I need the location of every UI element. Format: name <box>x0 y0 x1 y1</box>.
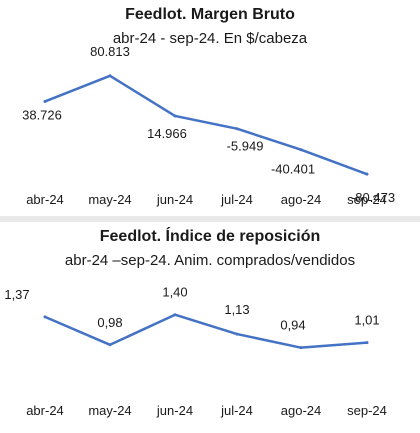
chart-title: Feedlot. Margen Bruto <box>125 6 295 23</box>
data-point <box>365 172 369 176</box>
chart-title: Feedlot. Índice de reposición <box>99 228 321 245</box>
x-tick-label: sep-24 <box>347 192 387 207</box>
data-point <box>365 341 369 345</box>
x-tick-label: abr-24 <box>26 403 64 418</box>
data-point <box>299 148 303 152</box>
data-point <box>43 99 47 103</box>
data-label: 0,94 <box>280 318 305 333</box>
data-point <box>173 114 177 118</box>
chart-margen-bruto: Feedlot. Margen Bruto abr-24 - sep-24. E… <box>0 0 420 216</box>
data-label: -5.949 <box>227 139 264 154</box>
x-tick-label: may-24 <box>88 403 131 418</box>
x-tick-label: sep-24 <box>347 403 387 418</box>
x-tick-label: abr-24 <box>26 192 64 207</box>
chart-subtitle: abr-24 - sep-24. En $/cabeza <box>112 30 308 47</box>
x-tick-label: jun-24 <box>156 192 193 207</box>
data-point <box>108 74 112 78</box>
x-tick-label: ago-24 <box>281 192 321 207</box>
data-label: 38.726 <box>22 107 62 122</box>
data-point <box>299 346 303 350</box>
series-line <box>43 74 369 176</box>
x-tick-label: ago-24 <box>281 403 321 418</box>
data-point <box>173 313 177 317</box>
data-label: -80.473 <box>351 190 395 205</box>
data-label: -40.401 <box>271 162 315 177</box>
x-tick-label: may-24 <box>88 192 131 207</box>
x-tick-label: jun-24 <box>156 403 193 418</box>
data-label: 14.966 <box>147 126 187 141</box>
data-point <box>108 343 112 347</box>
x-tick-label: jul-24 <box>220 403 253 418</box>
x-tick-label: jul-24 <box>220 192 253 207</box>
data-point <box>43 315 47 319</box>
chart-indice-reposicion: Feedlot. Índice de reposición abr-24 –se… <box>0 222 420 433</box>
data-label: 0,98 <box>97 315 122 330</box>
chart-divider <box>0 216 420 222</box>
chart-plot-area: 1,37 0,98 1,40 1,13 0,94 1,01 abr-24 may-24 jun-… <box>4 285 387 418</box>
chart-subtitle: abr-24 –sep-24. Anim. comprados/vendidos <box>64 252 356 269</box>
data-label: 1,37 <box>4 287 29 302</box>
data-label: 1,01 <box>354 313 379 328</box>
series-line <box>43 313 369 349</box>
data-point <box>235 332 239 336</box>
data-label: 1,40 <box>162 285 187 300</box>
chart-plot-area: 38.726 80.813 14.966 -5.949 -40.401 -80.473 ab… <box>22 44 395 207</box>
data-label: 1,13 <box>224 302 249 317</box>
data-label: 80.813 <box>90 44 130 59</box>
data-point <box>235 127 239 131</box>
